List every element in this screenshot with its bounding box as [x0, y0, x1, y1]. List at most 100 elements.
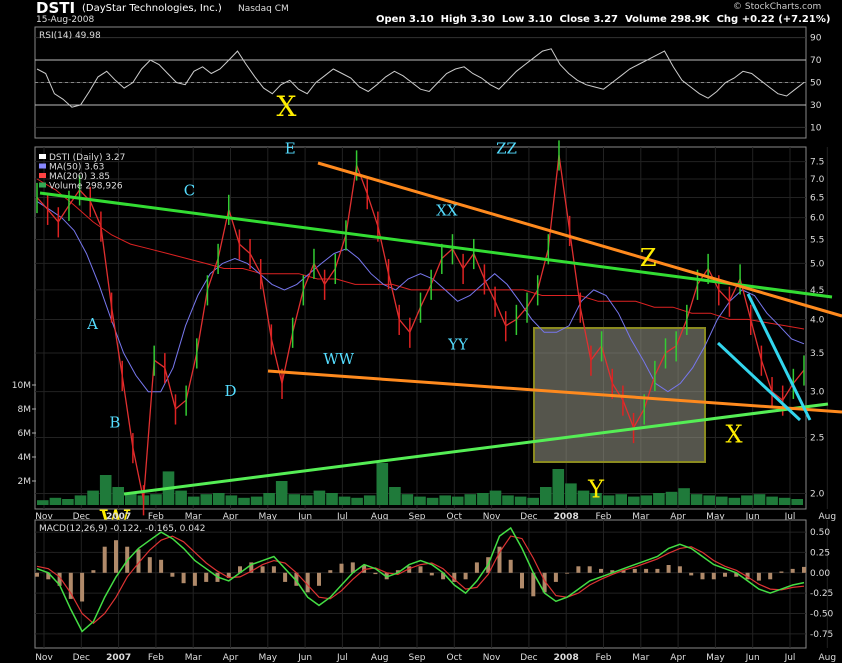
- macd-tick-label: -0.50: [810, 610, 834, 620]
- volume-bar: [728, 497, 741, 505]
- macd-histogram-bar: [181, 572, 186, 584]
- volume-bar: [187, 496, 200, 505]
- price-tick-label: 5.0: [810, 259, 825, 269]
- x-axis-label: Sep: [409, 512, 426, 522]
- x-axis-label: Oct: [447, 653, 463, 663]
- volume-tick-label: 4M: [18, 453, 32, 463]
- macd-label: MACD(12,26,9) -0.122, -0.165, 0.042: [39, 524, 205, 534]
- price-tick-label: 5.5: [810, 235, 824, 245]
- volume-bar: [615, 494, 627, 505]
- chart-annotation-label: X: [726, 421, 743, 449]
- macd-histogram-bar: [542, 572, 547, 593]
- volume-bar: [628, 496, 640, 505]
- macd-histogram-bar: [441, 572, 446, 580]
- price-tick-label: 6.0: [810, 214, 825, 224]
- x-axis-label: Nov: [483, 512, 501, 522]
- volume-bar: [87, 490, 99, 505]
- volume-bar: [125, 493, 137, 505]
- macd-histogram-bar: [576, 566, 581, 573]
- rsi-tick-label: 30: [810, 101, 822, 111]
- volume-bar: [703, 495, 715, 505]
- volume-bar: [678, 488, 690, 505]
- legend-swatch: [39, 154, 46, 159]
- macd-histogram-bar: [46, 572, 51, 580]
- rsi-panel: RSI(14) 49.98 90 70 50 30 10: [34, 26, 822, 139]
- macd-tick-label: 0.25: [810, 548, 830, 558]
- volume-bar: [37, 500, 49, 505]
- x-axis-label: May: [258, 512, 277, 522]
- volume-bar: [225, 495, 238, 505]
- chart-annotation-label: XX: [436, 202, 458, 220]
- macd-histogram-bar: [305, 572, 310, 593]
- volume-bar: [514, 496, 527, 505]
- x-axis-label: Nov: [35, 653, 53, 663]
- macd-histogram-bar: [395, 570, 400, 573]
- macd-line: [36, 526, 805, 633]
- chart-header: DSTI (DayStar Technologies, Inc.) Nasdaq…: [0, 0, 842, 26]
- x-axis-label: Aug: [819, 653, 837, 663]
- volume-bar: [527, 497, 539, 505]
- macd-histogram-bar: [294, 572, 299, 586]
- volume-bar: [577, 490, 590, 505]
- x-axis-label: Mar: [185, 512, 202, 522]
- price-tick-label: 7.5: [810, 158, 824, 168]
- rsi-line: [36, 48, 805, 108]
- x-axis-label: Mar: [632, 512, 649, 522]
- volume-bar: [250, 496, 263, 505]
- volume-bar: [540, 487, 552, 505]
- volume-bar: [301, 495, 313, 505]
- chart-annotation-label: D: [224, 382, 236, 400]
- macd-histogram-bar: [802, 566, 806, 573]
- macd-histogram-bar: [700, 572, 705, 580]
- x-axis-label: Apr: [670, 512, 686, 522]
- x-axis-label: May: [258, 653, 277, 663]
- x-axis-label: Feb: [596, 653, 612, 663]
- ticker-symbol: DSTI: [36, 0, 76, 17]
- macd-histogram-bar: [418, 566, 423, 573]
- chart-annotation-label: ZZ: [496, 139, 517, 157]
- macd-histogram-bar: [632, 568, 637, 573]
- volume-bar: [213, 493, 225, 505]
- macd-histogram-bar: [599, 568, 603, 573]
- volume-bar: [401, 494, 414, 505]
- volume-bar: [338, 496, 351, 505]
- chart-annotation-label: YY: [447, 335, 469, 353]
- macd-histogram-bar: [553, 572, 558, 582]
- volume-bar: [778, 497, 791, 505]
- legend-entry: MA(50) 3.63: [49, 163, 104, 173]
- macd-histogram-bar: [170, 572, 175, 577]
- x-axis-label: Jul: [784, 653, 796, 663]
- macd-histogram-bar: [520, 572, 524, 589]
- volume-bar: [489, 490, 502, 505]
- volume-bar: [439, 495, 451, 505]
- macd-histogram-bar: [350, 562, 355, 573]
- macd-histogram-bar: [666, 565, 671, 573]
- volume-bar: [62, 499, 74, 505]
- volume-bar: [665, 491, 678, 505]
- macd-histogram-bar: [260, 566, 265, 573]
- x-axis-label: Apr: [670, 653, 686, 663]
- x-axis-label: Jul: [784, 512, 796, 522]
- macd-histogram-bar: [136, 549, 141, 573]
- volume-bar: [753, 494, 766, 505]
- macd-histogram-bar: [790, 568, 795, 573]
- volume-bar: [263, 493, 275, 505]
- price-tick-label: 3.5: [810, 349, 824, 359]
- x-axis-label: Jun: [745, 653, 760, 663]
- orange-trendline-bottom: [267, 369, 842, 414]
- x-axis-label: Mar: [632, 653, 649, 663]
- volume-bar: [477, 493, 489, 505]
- company-name: (DayStar Technologies, Inc.): [82, 3, 222, 14]
- chart-annotation-label: A: [86, 315, 98, 333]
- macd-histogram-bar: [779, 571, 784, 573]
- volume-bar: [49, 497, 62, 505]
- volume-bar: [313, 490, 326, 505]
- macd-histogram-bar: [711, 572, 716, 580]
- macd-histogram-bar: [192, 572, 197, 586]
- volume-bar: [275, 481, 288, 505]
- macd-histogram-bar: [328, 570, 333, 573]
- volume-bar: [288, 494, 301, 505]
- macd-histogram-bar: [339, 563, 344, 573]
- macd-histogram-bar: [734, 572, 739, 577]
- macd-histogram-bar: [508, 559, 513, 573]
